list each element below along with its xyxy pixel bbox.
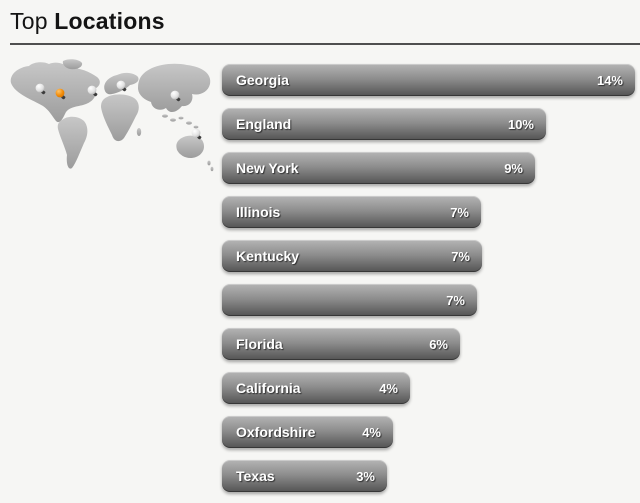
location-bar: Oxfordshire 4% bbox=[222, 416, 393, 448]
location-bar: Kentucky 7% bbox=[222, 240, 482, 272]
location-bar: England 10% bbox=[222, 108, 546, 140]
location-bar: Georgia 14% bbox=[222, 64, 635, 96]
location-name: Illinois bbox=[236, 204, 281, 220]
location-percent: 7% bbox=[446, 292, 465, 308]
map-markers bbox=[35, 80, 202, 140]
location-percent: 4% bbox=[379, 380, 398, 396]
location-percent: 14% bbox=[596, 72, 623, 88]
location-bar: New York 9% bbox=[222, 152, 535, 184]
world-map-continents bbox=[10, 59, 214, 172]
page-title-regular: Top bbox=[10, 8, 48, 34]
location-bar: Illinois 7% bbox=[222, 196, 481, 228]
location-bar: Florida 6% bbox=[222, 328, 460, 360]
location-name: Texas bbox=[236, 468, 275, 484]
location-name: New York bbox=[236, 160, 299, 176]
location-percent: 3% bbox=[356, 468, 375, 484]
location-name: England bbox=[236, 116, 292, 132]
location-percent: 10% bbox=[507, 116, 534, 132]
location-name: Florida bbox=[236, 336, 283, 352]
locations-bar-chart: Georgia 14% England 10% New York 9% Illinois 7%… bbox=[222, 64, 635, 503]
location-name: Oxfordshire bbox=[236, 424, 316, 440]
location-name: Georgia bbox=[236, 72, 289, 88]
location-name: Kentucky bbox=[236, 248, 300, 264]
location-percent: 7% bbox=[450, 204, 469, 220]
map-pin-us-central bbox=[55, 88, 66, 100]
location-percent: 9% bbox=[504, 160, 523, 176]
map-pin-east-asia bbox=[170, 90, 181, 102]
header-divider bbox=[10, 43, 640, 45]
world-map-svg bbox=[10, 59, 214, 172]
map-pin-us-west bbox=[35, 83, 46, 95]
location-percent: 4% bbox=[362, 424, 381, 440]
location-bar: Texas 3% bbox=[222, 460, 387, 492]
world-map bbox=[5, 58, 215, 178]
location-percent: 6% bbox=[429, 336, 448, 352]
page-title-bold: Locations bbox=[54, 8, 165, 34]
map-pin-oceania bbox=[191, 128, 202, 140]
location-bar: 7% bbox=[222, 284, 477, 316]
location-name: California bbox=[236, 380, 301, 396]
location-bar: California 4% bbox=[222, 372, 410, 404]
location-percent: 7% bbox=[451, 248, 470, 264]
map-pin-us-east bbox=[87, 85, 98, 97]
page-title: Top Locations bbox=[10, 7, 165, 35]
map-pin-europe bbox=[116, 80, 127, 92]
